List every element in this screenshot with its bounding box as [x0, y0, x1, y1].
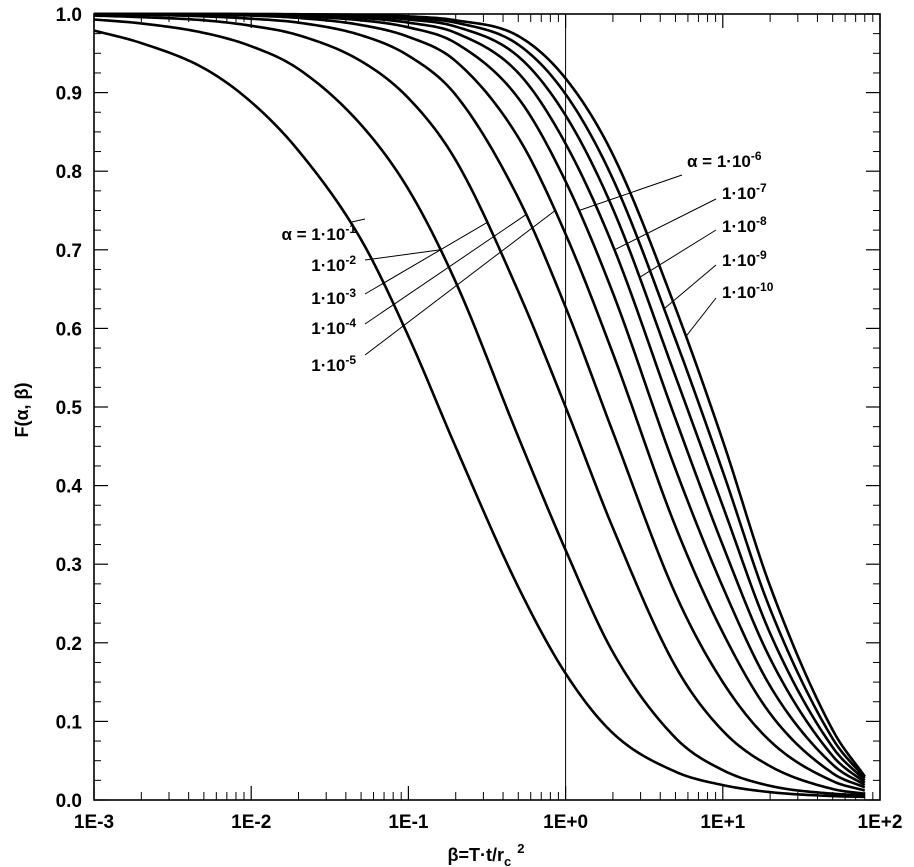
y-tick-label: 0.7	[56, 241, 82, 262]
y-tick-label: 0.6	[56, 319, 82, 340]
series-curve-alpha-1e-4	[93, 13, 866, 792]
y-tick-label: 0.1	[56, 712, 83, 733]
series-curve-alpha-1e-2	[93, 18, 865, 797]
y-ticks-group: 0.0 0.1 0.2 0.3 0.4 0.5 0.6 0.7 0.8 0.9 1.0	[56, 5, 880, 812]
x-axis-title-main: β=T·t/r	[448, 845, 505, 865]
annotation-leader	[364, 214, 527, 325]
x-tick-label: 1E+1	[700, 812, 745, 833]
series-label-base: 1·10	[311, 319, 345, 338]
series-label: 1·10-3	[311, 286, 356, 308]
series-label-exponent: -4	[345, 316, 356, 330]
series-label-exponent: -8	[756, 214, 767, 228]
series-label: 1·10-8	[722, 214, 767, 236]
series-label: 1·10-10	[722, 280, 774, 302]
annotation-leader	[685, 297, 717, 337]
annotation-leader	[364, 221, 488, 295]
series-label-base: 1·10	[722, 251, 756, 270]
y-axis-title: F(α, β)	[12, 382, 32, 437]
annotation-leader	[578, 174, 683, 211]
series-label-exponent: -7	[756, 181, 767, 195]
x-ticks-group: 1E-3 1E-2 1E-1 1E+0 1E+1 1E+2	[74, 14, 903, 833]
series-label-exponent: -2	[345, 253, 356, 267]
series-label-base: 1·10	[311, 256, 345, 275]
annotation-leader	[364, 249, 441, 261]
annotation-leader	[663, 264, 717, 310]
series-label-base: 1·10	[311, 225, 345, 244]
series-label-base: 1·10	[311, 289, 345, 308]
series-label: 1·10-7	[722, 181, 767, 203]
series-label-prefix: α =	[281, 225, 311, 244]
x-tick-label: 1E-3	[74, 812, 114, 833]
y-tick-label: 0.3	[56, 555, 82, 576]
y-tick-label: 0.5	[56, 398, 83, 419]
series-label: 1·10-2	[311, 253, 356, 275]
x-tick-label: 1E-1	[388, 812, 429, 833]
y-tick-label: 1.0	[56, 5, 82, 26]
y-tick-label: 0.0	[56, 791, 82, 812]
series-label-exponent: -6	[751, 149, 762, 163]
annotation-leader	[639, 229, 717, 278]
series-label-base: 1·10	[311, 356, 345, 375]
series-label-exponent: -1	[345, 222, 356, 236]
plot-frame	[93, 13, 881, 801]
series-curve-alpha-1e-3	[93, 14, 865, 795]
series-label: 1·10-5	[311, 353, 356, 375]
series-label-exponent: -10	[756, 280, 774, 294]
series-label-base: 1·10	[717, 152, 751, 171]
y-tick-label: 0.4	[56, 477, 83, 498]
annotation-leader	[364, 210, 556, 356]
y-tick-label: 0.8	[56, 162, 82, 183]
series-label-prefix: α =	[687, 152, 717, 171]
series-label-base: 1·10	[722, 283, 756, 302]
annotation-leader	[350, 218, 366, 223]
series-label-exponent: -9	[756, 248, 767, 262]
series-label-base: 1·10	[722, 184, 756, 203]
annotation-leader	[614, 198, 717, 251]
series-label-exponent: -5	[345, 353, 356, 367]
x-axis-title-sup: 2	[517, 841, 524, 856]
series-label-base: 1·10	[722, 217, 756, 236]
x-tick-label: 1E-2	[231, 812, 271, 833]
y-tick-label: 0.9	[56, 84, 82, 105]
series-label: α = 1·10-1	[281, 222, 356, 244]
y-tick-label: 0.2	[56, 634, 82, 655]
series-annotations: α = 1·10-11·10-21·10-31·10-41·10-5α = 1·…	[281, 149, 773, 375]
x-axis-title-sub: c	[504, 854, 511, 867]
x-axis-title: β=T·t/rc2	[448, 841, 525, 867]
x-tick-label: 1E+0	[543, 812, 588, 833]
series-label: α = 1·10-6	[687, 149, 762, 171]
series-curve-alpha-1e-1	[93, 29, 865, 799]
x-tick-label: 1E+2	[858, 812, 903, 833]
series-label-exponent: -3	[345, 286, 356, 300]
series-label: 1·10-9	[722, 248, 767, 270]
series-label: 1·10-4	[311, 316, 356, 338]
